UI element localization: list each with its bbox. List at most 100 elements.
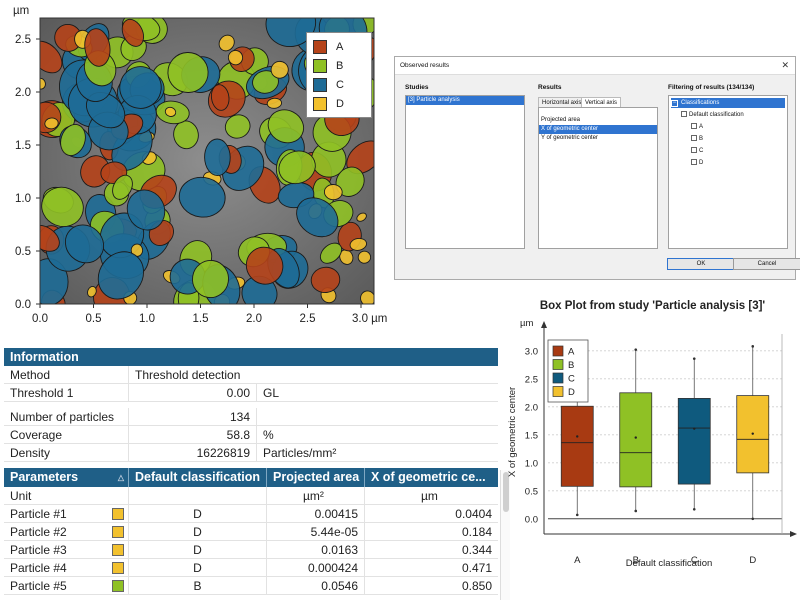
particle <box>126 189 166 231</box>
particle-x: 0.0404 <box>364 505 498 522</box>
legend-swatch <box>313 58 327 73</box>
particle <box>210 84 230 111</box>
results-header: Results <box>538 84 562 91</box>
particle <box>296 197 339 238</box>
x-tick-label: B <box>633 555 639 566</box>
y-tick-label: 2.5 <box>15 34 31 46</box>
particle-area: 5.44e-05 <box>266 523 364 540</box>
y-tick-label: 2.0 <box>525 402 538 413</box>
legend-item: B <box>313 56 365 75</box>
min-point <box>751 517 755 521</box>
max-point <box>751 345 755 348</box>
x-tick-label: 2.5 <box>300 313 316 325</box>
result-item-x-center[interactable]: X of geometric center <box>539 125 657 134</box>
y-tick-label: 0.0 <box>15 299 31 311</box>
chart-title: Box Plot from study 'Particle analysis [… <box>539 300 766 312</box>
tree-default-classification[interactable]: Default classification <box>681 110 744 120</box>
checkbox-icon[interactable] <box>691 123 697 130</box>
class-swatch <box>112 562 124 574</box>
observed-results-dialog: Observed results ✕ Studies [3] Particle … <box>394 56 800 280</box>
particle <box>121 18 144 47</box>
particle <box>278 150 316 185</box>
col-header-x-center[interactable]: X of geometric ce... <box>364 468 498 487</box>
col-header-projected-area[interactable]: Projected area <box>266 468 364 487</box>
box[interactable] <box>560 405 594 487</box>
table-scrollbar[interactable] <box>500 470 510 600</box>
x-tick-label: C <box>691 555 698 566</box>
particle <box>44 117 59 130</box>
particle <box>54 23 82 52</box>
particle <box>270 60 289 79</box>
sort-icon[interactable]: △ <box>117 473 124 482</box>
table-row[interactable]: Particle #5 B 0.0546 0.850 <box>4 577 498 595</box>
legend-item: C <box>313 75 365 94</box>
filter-header: Filtering of results (134/134) <box>668 84 755 91</box>
y-tick-label: 2.0 <box>15 87 31 99</box>
tree-classifications[interactable]: − Classifications <box>671 98 785 108</box>
col-header-parameters[interactable]: Parameters △ <box>4 468 128 487</box>
particle <box>218 34 235 52</box>
stat-unit: % <box>256 426 356 443</box>
tree-leaf-d[interactable]: D <box>691 158 703 168</box>
particle-x: 0.344 <box>364 541 498 558</box>
unit-cls <box>128 487 266 504</box>
y-unit-label: µm <box>520 318 533 329</box>
x-tick-label: A <box>574 555 581 566</box>
study-item[interactable]: [3] Particle analysis <box>406 96 524 105</box>
y-tick-label: 0.5 <box>15 246 31 258</box>
x-tick-label: 1.5 <box>193 313 209 325</box>
legend-swatch <box>552 386 564 397</box>
table-row[interactable]: Particle #2 D 5.44e-05 0.184 <box>4 523 498 541</box>
result-item-y-center[interactable]: Y of geometric center <box>541 135 598 141</box>
y-tick-label: 0.5 <box>525 486 538 497</box>
x-tick-label: 2.0 <box>246 313 262 325</box>
legend-item: D <box>313 94 365 113</box>
info-row: Method Threshold detection <box>4 366 498 384</box>
y-tick-label: 3.0 <box>525 346 538 357</box>
ok-button[interactable]: OK <box>667 258 735 270</box>
particle <box>323 184 343 201</box>
table-row[interactable]: Particle #3 D 0.0163 0.344 <box>4 541 498 559</box>
checkbox-icon[interactable] <box>691 159 697 166</box>
legend-swatch <box>313 39 327 54</box>
particle <box>87 286 97 298</box>
legend-label: C <box>568 374 575 385</box>
stat-label: Density <box>10 446 51 460</box>
checkbox-icon[interactable] <box>691 135 697 142</box>
box-plot-panel: 0.0 0.5 1.0 1.5 2.0 2.5 3.0 µm X of geometric ce… <box>505 298 800 600</box>
stat-unit: Particles/mm² <box>256 444 356 461</box>
particle-class: B <box>128 577 266 594</box>
tree-leaf-b[interactable]: B <box>691 134 703 144</box>
cancel-button[interactable]: Cancel <box>733 258 800 270</box>
particle <box>192 259 229 299</box>
particle <box>252 70 279 94</box>
y-axis-arrow <box>541 321 547 328</box>
max-point <box>692 357 696 360</box>
info-unit: GL <box>256 384 356 401</box>
particle-area: 0.000424 <box>266 559 364 576</box>
tree-leaf-c[interactable]: C <box>691 146 703 156</box>
checkbox-icon[interactable] <box>681 111 687 118</box>
dialog-titlebar: Observed results ✕ <box>395 57 795 75</box>
box[interactable] <box>677 398 711 485</box>
tree-leaf-a[interactable]: A <box>691 122 703 132</box>
table-row[interactable]: Particle #4 D 0.000424 0.471 <box>4 559 498 577</box>
particle <box>64 224 105 264</box>
scrollbar-thumb[interactable] <box>503 472 509 512</box>
collapse-icon[interactable]: − <box>671 100 678 107</box>
col-header-classification[interactable]: Default classification <box>128 468 266 487</box>
checkbox-icon[interactable] <box>691 147 697 154</box>
legend-label: B <box>568 360 574 371</box>
particle-area: 0.0546 <box>266 577 364 594</box>
result-item-projected-area[interactable]: Projected area <box>541 117 581 123</box>
close-icon[interactable]: ✕ <box>781 60 789 70</box>
unit-x: µm <box>364 487 498 504</box>
y-tick-label: 1.5 <box>525 430 538 441</box>
y-tick-label: 1.0 <box>525 458 538 469</box>
table-row[interactable]: Particle #1 D 0.00415 0.0404 <box>4 505 498 523</box>
particle <box>84 28 111 67</box>
particle <box>227 49 244 66</box>
box[interactable] <box>619 392 653 488</box>
stat-value: 16226819 <box>128 444 256 461</box>
